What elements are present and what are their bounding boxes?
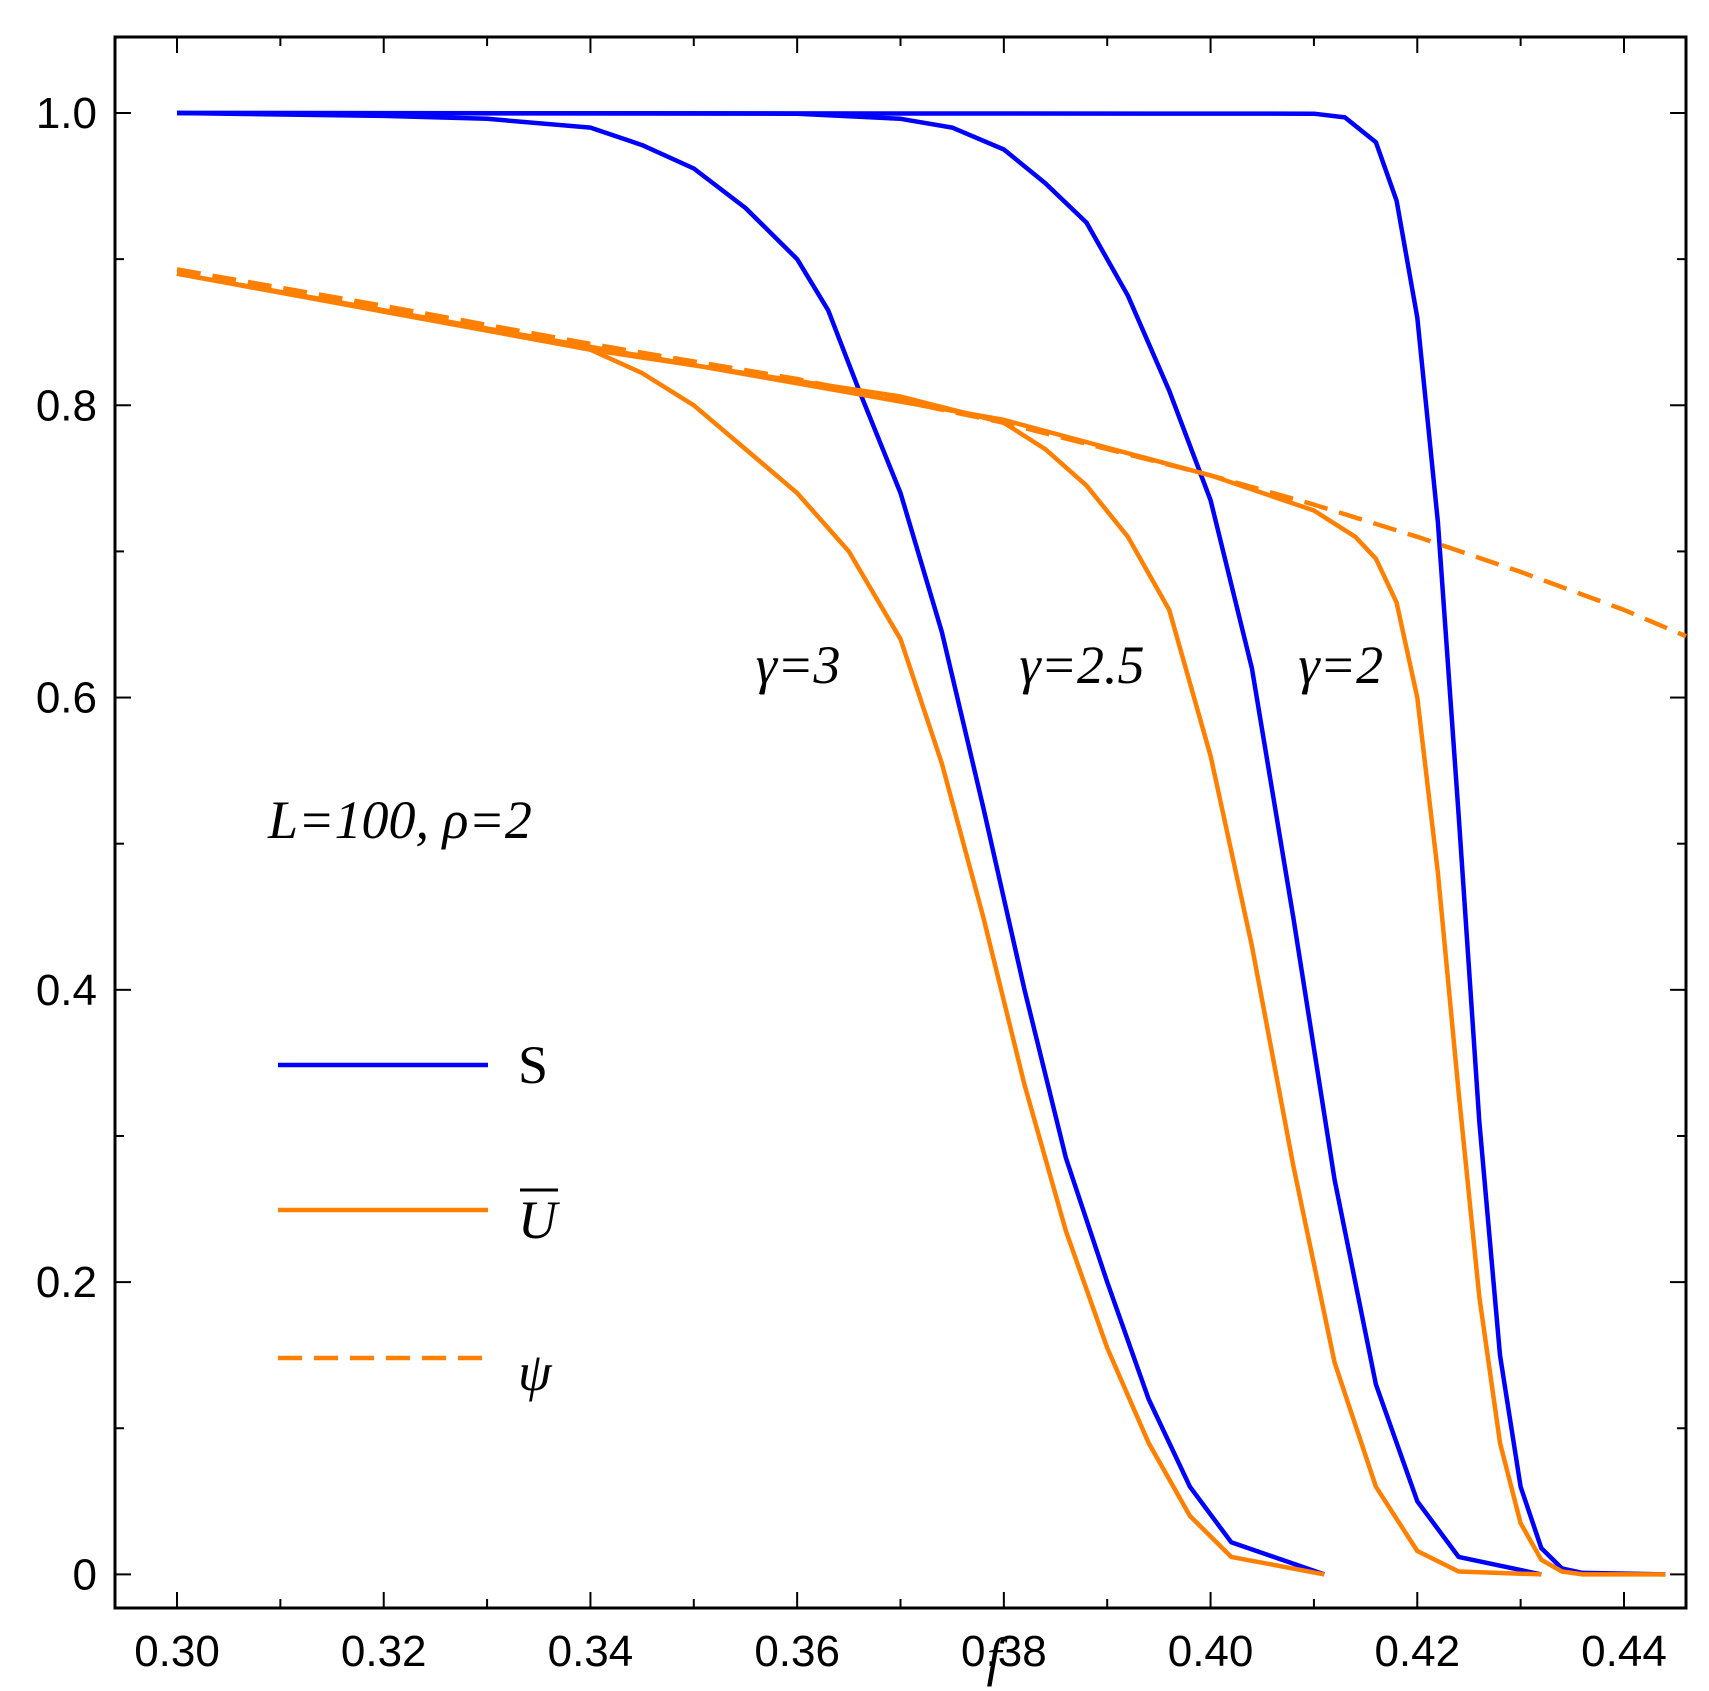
x-tick-label: 0.42	[1374, 1627, 1460, 1676]
curve-label-gamma-2-5: γ=2.5	[1019, 635, 1144, 695]
x-tick-label: 0.30	[134, 1627, 220, 1676]
axis-ticks	[115, 37, 1686, 1608]
curve-label-gamma-3: γ=3	[756, 635, 841, 695]
y-tick-label: 0.2	[36, 1258, 97, 1307]
x-tick-label: 0.40	[1168, 1627, 1254, 1676]
legend-entry-u: U	[278, 1188, 560, 1250]
y-tick-label: 0	[73, 1550, 97, 1599]
curve-label-gamma-2: γ=2	[1298, 635, 1383, 695]
y-tick-label: 0.8	[36, 381, 97, 430]
x-tick-label: 0.36	[754, 1627, 840, 1676]
params-annotation: L=100, ρ=2	[267, 790, 532, 850]
legend-label-s: S	[518, 1035, 548, 1095]
series-u-gamma-2	[176, 271, 1666, 1577]
x-tick-label: 0.32	[341, 1627, 427, 1676]
series-u-gamma-2-5	[176, 271, 1542, 1577]
x-tick-label: 0.44	[1581, 1627, 1667, 1676]
series-s-gamma-3	[176, 110, 1326, 1577]
legend: S U ψ	[278, 1035, 560, 1402]
series-layer	[176, 110, 1687, 1577]
axis-tick-labels: 0.30 0.32 0.34 0.36 0.38 0.40 0.42 0.44 0 0.2 0.4 0…	[36, 89, 1667, 1676]
x-tick-label: 0.34	[548, 1627, 634, 1676]
series-psi	[176, 267, 1687, 639]
series-u-gamma-3	[176, 271, 1325, 1577]
series-s-gamma-2	[176, 110, 1666, 1577]
y-tick-label: 1.0	[36, 89, 97, 138]
legend-label-psi: ψ	[518, 1342, 553, 1402]
x-tick-label: 0.38	[961, 1627, 1047, 1676]
y-tick-label: 0.6	[36, 674, 97, 723]
y-tick-label: 0.4	[36, 966, 97, 1015]
legend-label-u: U	[518, 1190, 560, 1250]
series-s-gamma-2-5	[176, 110, 1542, 1577]
legend-entry-psi: ψ	[278, 1342, 553, 1402]
legend-entry-s: S	[278, 1035, 548, 1095]
